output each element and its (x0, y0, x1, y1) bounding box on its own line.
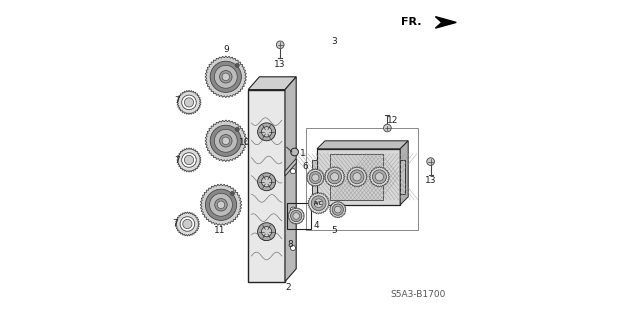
Circle shape (230, 191, 235, 196)
Text: S5A3-B1700: S5A3-B1700 (390, 290, 446, 299)
Circle shape (180, 217, 195, 231)
Circle shape (214, 129, 237, 152)
Text: 1: 1 (300, 149, 306, 158)
Circle shape (311, 196, 326, 211)
Circle shape (312, 174, 319, 181)
Circle shape (217, 201, 224, 209)
Circle shape (214, 65, 237, 88)
Circle shape (427, 158, 434, 165)
Text: 7: 7 (174, 156, 180, 164)
Text: 4: 4 (313, 221, 319, 230)
Circle shape (290, 207, 295, 212)
Polygon shape (285, 77, 296, 282)
Circle shape (350, 170, 364, 184)
Circle shape (328, 170, 342, 184)
Text: FR.: FR. (401, 17, 421, 28)
Polygon shape (307, 192, 330, 214)
Polygon shape (325, 166, 345, 187)
Circle shape (290, 169, 295, 174)
Circle shape (276, 41, 284, 49)
FancyBboxPatch shape (317, 149, 400, 205)
Circle shape (210, 125, 242, 156)
FancyBboxPatch shape (248, 90, 285, 282)
Polygon shape (175, 212, 200, 236)
Text: 7: 7 (174, 96, 180, 105)
Polygon shape (306, 169, 325, 187)
Polygon shape (200, 184, 242, 226)
Text: 10: 10 (239, 138, 251, 147)
Polygon shape (400, 141, 408, 205)
Circle shape (235, 63, 240, 68)
Circle shape (184, 98, 193, 107)
Text: 13: 13 (275, 60, 286, 68)
Text: 3: 3 (332, 37, 337, 46)
Polygon shape (330, 201, 346, 218)
Circle shape (205, 189, 236, 220)
Polygon shape (369, 166, 390, 187)
Text: 12: 12 (387, 116, 398, 124)
Text: 5: 5 (332, 226, 337, 235)
Text: 2: 2 (285, 284, 291, 292)
Circle shape (330, 173, 339, 181)
Text: 7: 7 (172, 220, 178, 228)
Circle shape (261, 177, 272, 187)
Circle shape (219, 134, 232, 147)
Polygon shape (288, 208, 304, 224)
Polygon shape (177, 148, 201, 172)
Circle shape (235, 127, 240, 132)
Circle shape (257, 173, 276, 191)
Circle shape (372, 170, 386, 184)
Bar (287, 203, 311, 229)
Circle shape (293, 213, 299, 219)
Circle shape (309, 172, 321, 184)
Circle shape (183, 220, 192, 228)
Polygon shape (285, 158, 296, 176)
Circle shape (257, 123, 276, 141)
Circle shape (257, 223, 276, 241)
Circle shape (182, 95, 197, 110)
Circle shape (222, 73, 230, 81)
Text: 11: 11 (214, 226, 225, 235)
Circle shape (353, 173, 361, 181)
Circle shape (335, 206, 341, 213)
Circle shape (290, 245, 295, 251)
Circle shape (210, 193, 233, 216)
Text: 6: 6 (302, 162, 308, 171)
Circle shape (291, 148, 299, 156)
Circle shape (314, 199, 323, 208)
Circle shape (332, 204, 344, 215)
Bar (306, 128, 418, 230)
Circle shape (222, 137, 230, 145)
Circle shape (384, 124, 391, 132)
Circle shape (261, 127, 272, 137)
Circle shape (215, 198, 227, 211)
Bar (330, 154, 382, 200)
Bar (312, 160, 317, 194)
Circle shape (290, 210, 302, 222)
Polygon shape (205, 120, 247, 162)
Polygon shape (347, 166, 367, 187)
Circle shape (375, 173, 384, 181)
Circle shape (210, 61, 242, 92)
Text: 13: 13 (425, 176, 436, 185)
Bar (400, 160, 405, 194)
Circle shape (184, 156, 193, 164)
Polygon shape (248, 77, 296, 90)
Polygon shape (436, 17, 456, 28)
Text: A/C: A/C (314, 201, 323, 206)
Polygon shape (177, 90, 201, 115)
Text: 9: 9 (223, 45, 229, 54)
Circle shape (261, 227, 272, 237)
Polygon shape (205, 56, 247, 98)
Polygon shape (317, 141, 408, 149)
Text: 8: 8 (287, 240, 293, 249)
Circle shape (182, 153, 197, 167)
Circle shape (219, 71, 232, 83)
